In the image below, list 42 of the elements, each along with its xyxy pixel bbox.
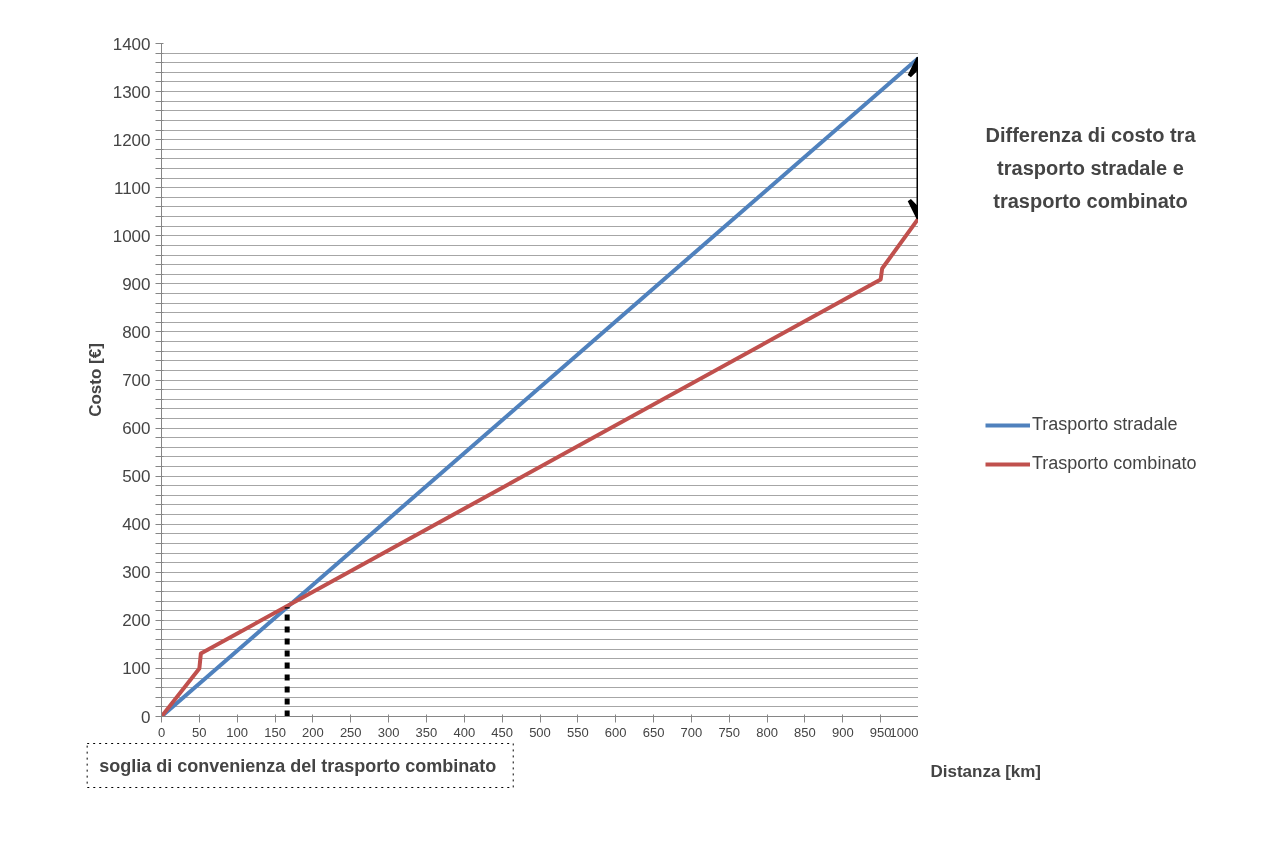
y-tick-label: 1200 (112, 130, 151, 150)
x-axis-title: Distanza [km] (930, 761, 1042, 781)
y-tick-label: 600 (122, 419, 151, 439)
ref-line-label: soglia di convenienza del trasporto combinato (99, 755, 497, 776)
x-tick-label: 800 (756, 724, 778, 740)
x-tick-label: 100 (226, 724, 249, 740)
x-tick-label: 750 (718, 724, 741, 740)
x-tick-label: 550 (567, 724, 589, 740)
y-tick-label: 700 (122, 371, 151, 390)
y-tick-label: 300 (122, 563, 151, 583)
y-tick-label: 1100 (113, 178, 151, 198)
y-tick-label: 400 (122, 515, 151, 535)
x-tick-label: 500 (529, 724, 551, 740)
text: Differenza di costo tra trasporto stradale e trasporto combinato (985, 123, 1197, 212)
y-axis-title: Costo [€] (85, 343, 105, 417)
y-tick-label: 200 (122, 611, 151, 631)
y-tick-label: 1400 (112, 34, 151, 54)
x-tick-label: 250 (339, 724, 362, 740)
y-tick-label: 500 (122, 467, 151, 487)
x-tick-label: 450 (491, 724, 514, 740)
x-tick-label: 350 (415, 724, 438, 740)
x-tick-label: 50 (192, 724, 207, 740)
x-tick-label: 0 (157, 724, 166, 740)
y-tick-label: 0 (141, 707, 151, 727)
x-tick-label: 300 (377, 724, 400, 740)
x-tick-label: 400 (453, 724, 476, 740)
x-tick-label: 600 (604, 724, 627, 740)
y-tick-label: 1000 (112, 226, 151, 246)
x-tick-label: 950 (869, 724, 892, 740)
x-tick-label: 900 (831, 724, 854, 740)
y-tick-label: 100 (122, 659, 151, 679)
x-tick-label: 200 (302, 724, 324, 740)
y-tick-label: 1300 (112, 82, 151, 102)
y-tick-label: 900 (122, 274, 151, 294)
y-tick-label: 800 (122, 322, 151, 342)
x-tick-label: 150 (264, 724, 286, 740)
legend-label: Trasporto stradale (1032, 414, 1178, 435)
x-tick-label: 650 (642, 724, 665, 740)
x-tick-label: 1000 (889, 724, 919, 740)
legend-label: Trasporto combinato (1032, 453, 1197, 474)
x-tick-label: 850 (794, 724, 816, 740)
x-tick-label: 700 (680, 724, 703, 740)
